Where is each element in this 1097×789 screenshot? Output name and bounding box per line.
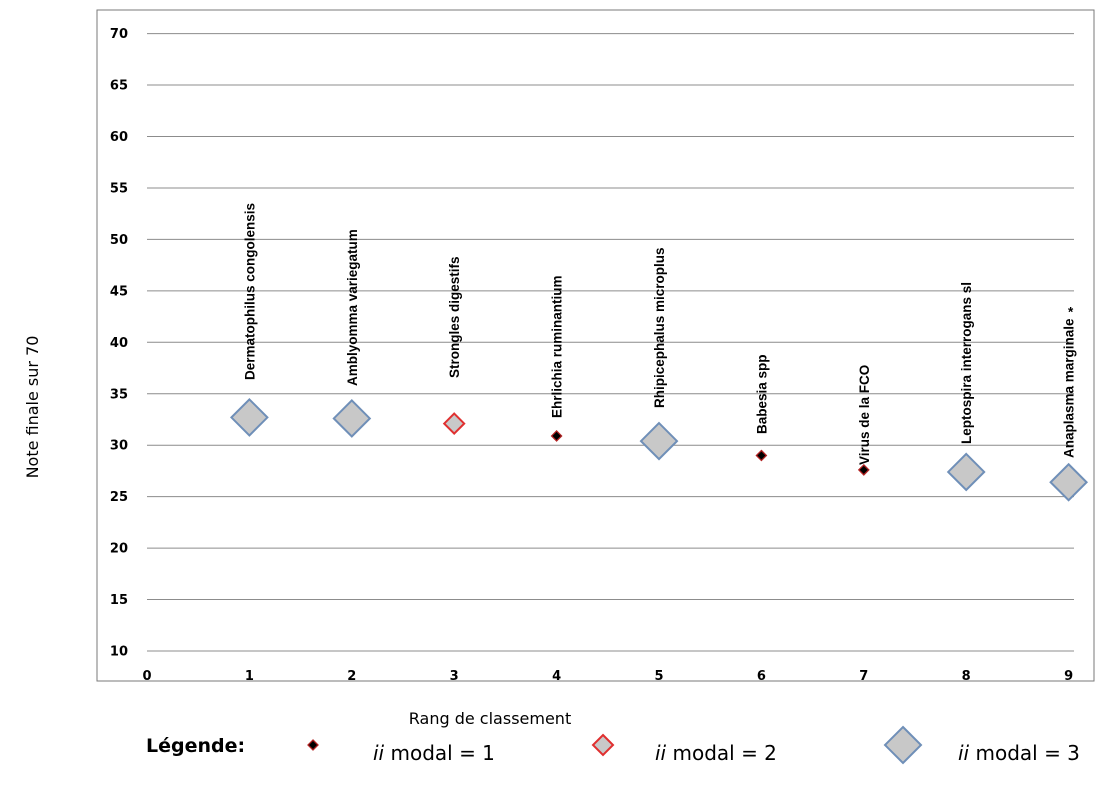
legend-marker bbox=[591, 733, 615, 757]
data-point bbox=[550, 430, 563, 442]
y-tick-label: 55 bbox=[110, 181, 128, 196]
x-tick-label: 9 bbox=[1064, 669, 1073, 684]
point-label: Ehrlichia ruminantium bbox=[550, 275, 565, 418]
point-labels: Dermatophilus congolensis Amblyomma varie… bbox=[242, 203, 1076, 465]
point-label: Amblyomma variegatum bbox=[345, 229, 360, 386]
y-tick-label: 35 bbox=[110, 387, 128, 402]
gridlines bbox=[147, 33, 1074, 652]
y-tick-label: 60 bbox=[110, 130, 128, 145]
y-axis-label: Note finale sur 70 bbox=[23, 336, 42, 479]
data-point bbox=[229, 398, 269, 437]
x-tick-label: 3 bbox=[450, 669, 459, 684]
data-point bbox=[755, 449, 768, 462]
y-tick-label: 40 bbox=[110, 336, 128, 351]
legend-item-label: ii modal = 1 bbox=[373, 741, 495, 765]
y-tick-label: 30 bbox=[110, 439, 128, 454]
legend-marker bbox=[883, 725, 923, 765]
point-footnote: * bbox=[1068, 304, 1074, 319]
point-label: Rhipicephalus microplus bbox=[652, 247, 667, 408]
y-tick-label: 15 bbox=[110, 593, 128, 608]
y-tick-label: 20 bbox=[110, 542, 128, 557]
point-label: Leptospira interrogans sl bbox=[959, 282, 974, 444]
x-tick-label: 6 bbox=[757, 669, 766, 684]
y-tick-label: 45 bbox=[110, 284, 128, 299]
x-axis-label: Rang de classement bbox=[409, 709, 571, 728]
plot-area-frame bbox=[96, 9, 1095, 682]
data-point bbox=[857, 463, 870, 476]
x-tick-label: 1 bbox=[245, 669, 254, 684]
legend-item-label: ii modal = 3 bbox=[958, 741, 1080, 765]
data-point bbox=[946, 452, 986, 492]
x-tick-label: 0 bbox=[142, 669, 151, 684]
point-label: Dermatophilus congolensis bbox=[242, 203, 257, 380]
data-point bbox=[639, 421, 679, 461]
data-point bbox=[442, 412, 466, 436]
y-tick-label: 65 bbox=[110, 79, 128, 94]
x-tick-label: 7 bbox=[859, 669, 868, 684]
data-point bbox=[1049, 462, 1089, 502]
y-tick-label: 10 bbox=[110, 645, 128, 660]
x-tick-label: 8 bbox=[962, 669, 971, 684]
legend-marker bbox=[307, 739, 319, 751]
y-tick-label: 25 bbox=[110, 490, 128, 505]
x-tick-label: 4 bbox=[552, 669, 561, 684]
legend-title: Légende: bbox=[146, 735, 245, 757]
data-points bbox=[229, 398, 1089, 502]
x-tick-label: 2 bbox=[347, 669, 356, 684]
legend-item-label: ii modal = 2 bbox=[655, 741, 777, 765]
legend: Légende: ii modal = 1 ii modal = 2 ii moda… bbox=[146, 725, 1080, 765]
y-tick-label: 50 bbox=[110, 233, 128, 248]
x-axis-ticks: 0 1 2 3 4 5 6 7 8 9 bbox=[142, 669, 1073, 684]
y-tick-label: 70 bbox=[110, 27, 128, 42]
data-point bbox=[332, 399, 372, 438]
point-label: Virus de la FCO bbox=[857, 365, 872, 465]
point-label: Strongles digestifs bbox=[447, 256, 462, 378]
point-label: Babesia spp bbox=[754, 354, 769, 434]
x-tick-label: 5 bbox=[654, 669, 663, 684]
point-label: Anaplasma marginale bbox=[1062, 318, 1077, 458]
y-axis-ticks: 10 15 20 25 30 35 40 45 50 55 60 65 70 bbox=[110, 27, 128, 659]
